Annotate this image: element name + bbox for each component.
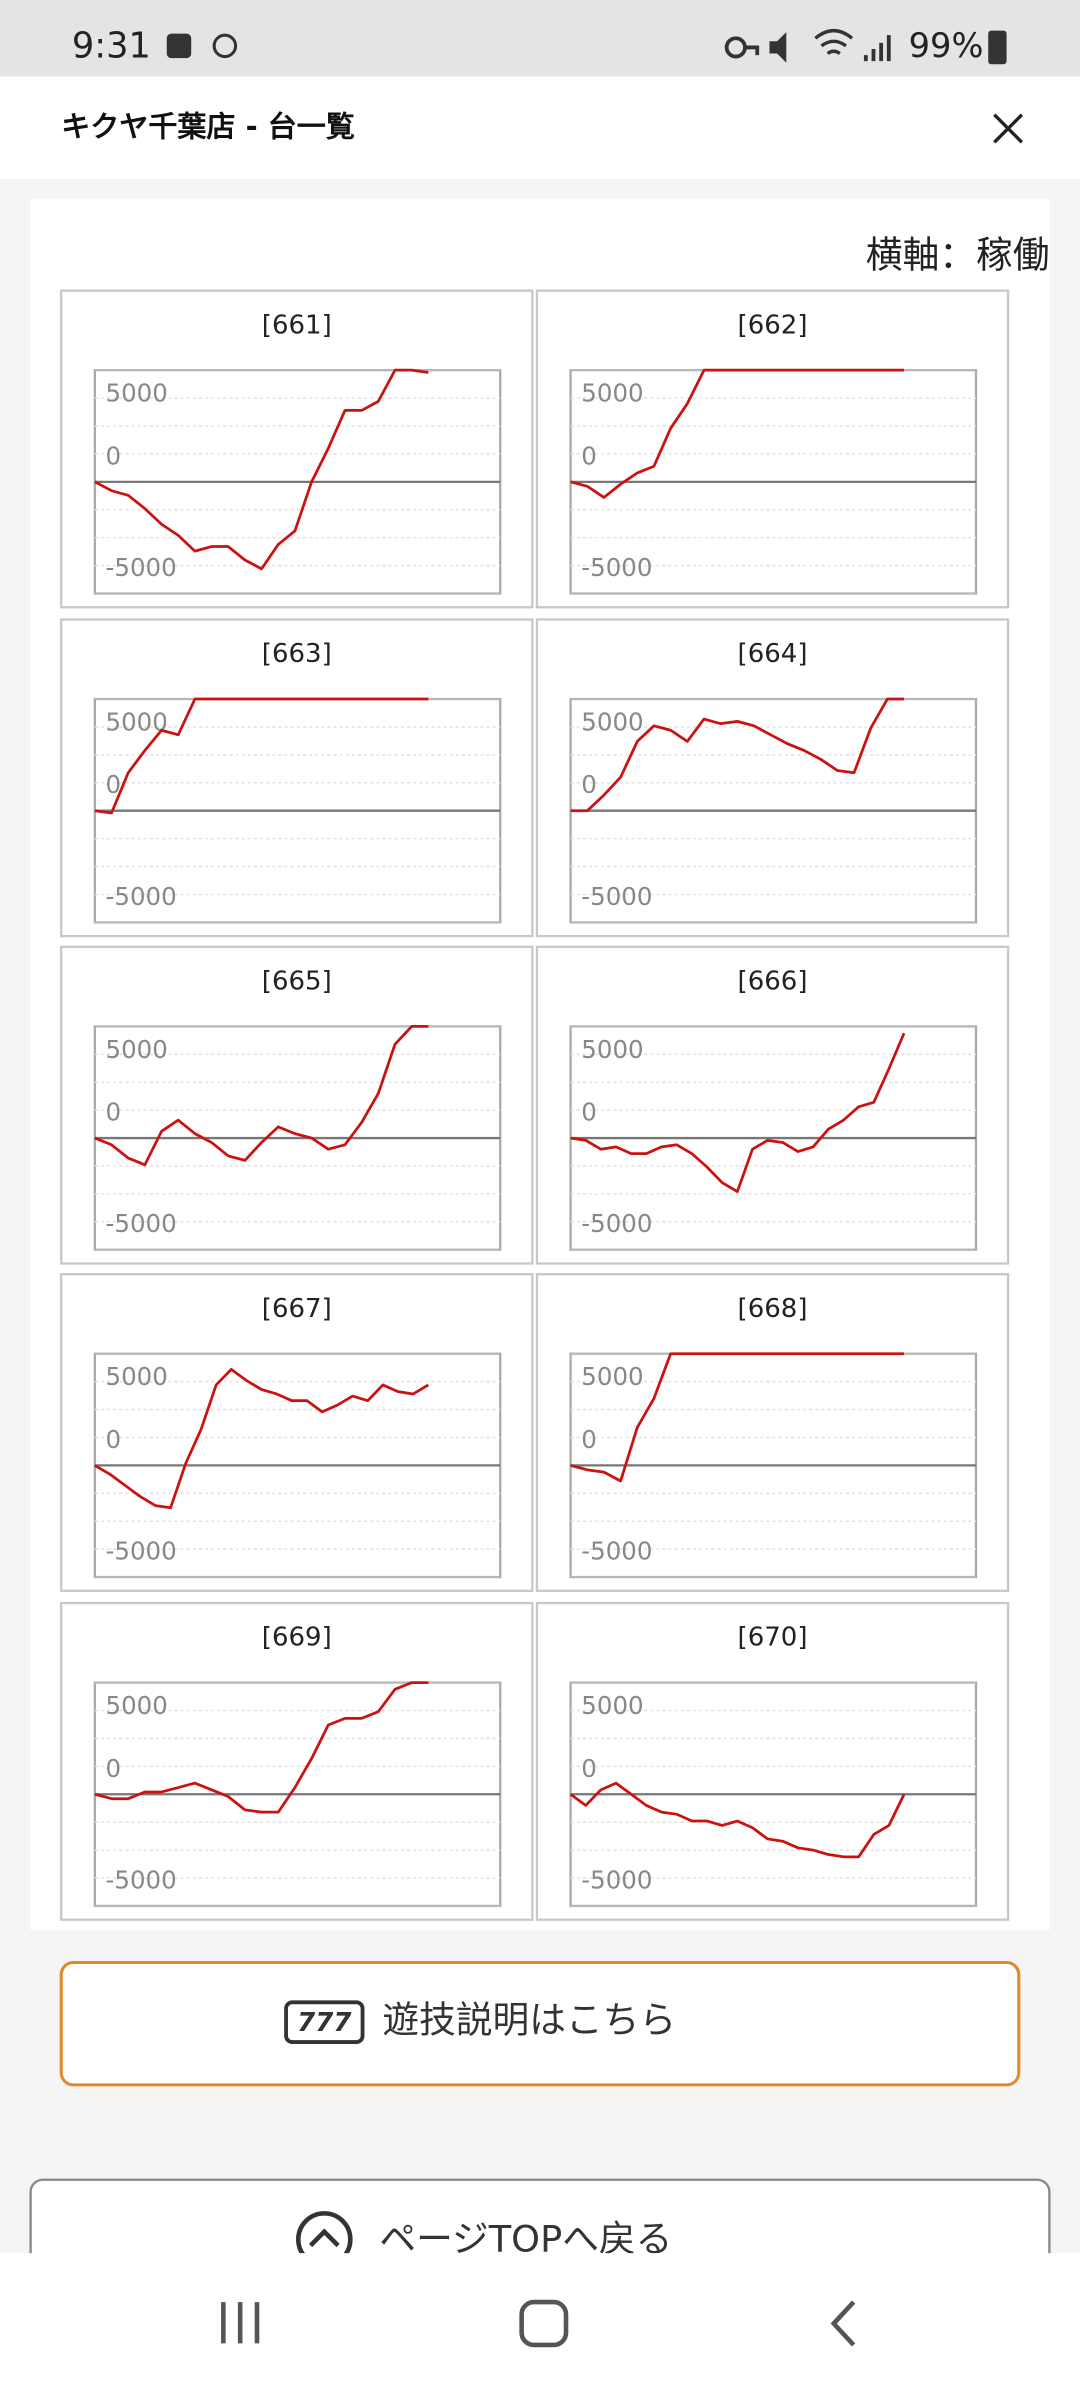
y-tick-label: 5000	[106, 1691, 168, 1720]
guide-icon-text: 777	[297, 2008, 352, 2038]
y-tick-label: 0	[106, 1098, 122, 1127]
chart-line	[94, 1681, 429, 1814]
chart-title: [669]	[262, 1623, 332, 1653]
y-tick-label: -5000	[581, 882, 652, 911]
chart-grid: [661] 5000 0 -5000 [662] 5000 0 -5000 [663] 5000 0…	[60, 289, 1010, 1921]
chart-line	[570, 697, 905, 813]
status-icon	[769, 32, 787, 63]
status-battery: 99%	[909, 26, 984, 65]
chart-line	[94, 697, 429, 815]
chart-title: [670]	[738, 1623, 808, 1653]
nav-back[interactable]	[830, 2300, 856, 2347]
y-tick-label: 0	[581, 441, 597, 470]
top-icon	[308, 2228, 340, 2248]
guide-icon	[284, 2000, 365, 2044]
chart-title: [662]	[738, 310, 808, 340]
y-tick-label: -5000	[106, 1209, 177, 1238]
status-icon	[863, 35, 891, 62]
y-tick-label: -5000	[581, 1537, 652, 1566]
y-tick-label: -5000	[106, 553, 177, 582]
y-tick-label: 5000	[106, 379, 168, 408]
chart-title: [667]	[262, 1294, 332, 1324]
header	[0, 76, 1080, 179]
status-icon	[744, 45, 760, 56]
nav-bar	[0, 2253, 1080, 2400]
y-tick-label: 5000	[106, 708, 168, 737]
nav-home[interactable]	[519, 2299, 569, 2348]
chart-title: [665]	[262, 967, 332, 997]
chart-line	[570, 1352, 905, 1483]
chart-title: [668]	[738, 1294, 808, 1324]
status-icon	[814, 28, 854, 55]
nav-recent[interactable]	[221, 2302, 260, 2344]
y-tick-label: -5000	[106, 1865, 177, 1894]
y-tick-label: 5000	[106, 1362, 168, 1391]
y-tick-label: 0	[106, 1425, 122, 1454]
chart-line	[570, 368, 905, 499]
y-tick-label: -5000	[581, 1865, 652, 1894]
y-tick-label: 5000	[581, 708, 643, 737]
y-tick-label: 5000	[581, 1691, 643, 1720]
chart-line	[94, 1367, 430, 1510]
chart-title: [663]	[262, 639, 332, 669]
guide-text: 遊技説明はこちら	[382, 1999, 676, 2042]
chart-title: [661]	[262, 310, 332, 340]
close-button[interactable]	[993, 113, 1024, 144]
header-title: キクヤ千葉店 - 台一覧	[61, 109, 355, 143]
chart-title: [666]	[738, 967, 808, 997]
y-tick-label: 0	[106, 1754, 122, 1783]
chart-line	[569, 1781, 906, 1859]
axis-note: 横軸：稼働	[866, 233, 1050, 276]
chart-title: [664]	[738, 639, 808, 669]
status-icon	[166, 33, 192, 59]
y-tick-label: 5000	[581, 379, 643, 408]
y-tick-label: 0	[581, 1098, 597, 1127]
y-tick-label: 5000	[581, 1035, 643, 1064]
y-tick-label: 5000	[581, 1362, 643, 1391]
chart-line	[94, 368, 429, 571]
y-tick-label: 0	[581, 1425, 597, 1454]
y-tick-label: 0	[106, 770, 122, 799]
y-tick-label: 0	[106, 441, 122, 470]
guide-button[interactable]	[59, 1960, 1021, 2087]
y-tick-label: 0	[581, 770, 597, 799]
y-tick-label: 5000	[106, 1035, 168, 1064]
chart-line	[570, 1032, 906, 1193]
battery-icon	[988, 30, 1007, 65]
y-tick-label: -5000	[581, 1209, 652, 1238]
y-tick-label: -5000	[106, 1537, 177, 1566]
y-tick-label: -5000	[106, 882, 177, 911]
y-tick-label: 0	[581, 1754, 597, 1783]
y-tick-label: -5000	[581, 553, 652, 582]
status-time: 9:31	[72, 25, 151, 66]
chart-line	[94, 1025, 429, 1167]
status-icon	[212, 33, 238, 59]
